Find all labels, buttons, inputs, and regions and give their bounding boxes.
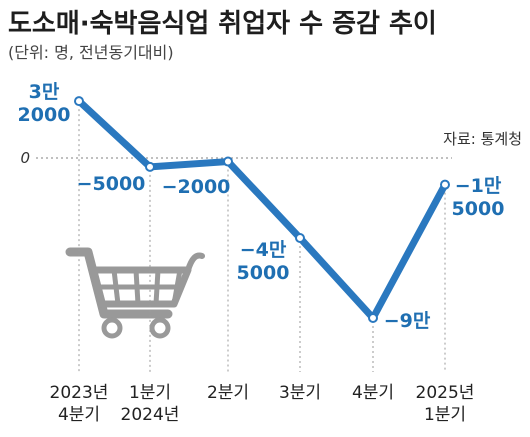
data-point: [368, 313, 378, 323]
x-tick-label: 2023년 4분기: [50, 383, 109, 425]
x-tick-label: 3분기: [279, 383, 321, 403]
data-point: [223, 156, 233, 167]
data-point: [440, 179, 450, 190]
data-label: −1만 5000: [452, 175, 505, 220]
data-label: −4만 5000: [237, 239, 290, 284]
x-tick-label: 2분기: [207, 383, 249, 403]
x-tick-label: 2025년 1분기: [416, 383, 475, 425]
data-label: 3만 2000: [18, 81, 71, 126]
x-tick-label: 4분기: [352, 383, 394, 403]
chart-title: 도소매·숙박음식업 취업자 수 증감 추이: [8, 9, 437, 39]
data-label: −2000: [162, 176, 231, 198]
data-point: [295, 233, 305, 243]
x-tick-label: 1분기 2024년: [121, 383, 180, 425]
data-point: [74, 96, 84, 107]
data-point: [145, 161, 155, 172]
chart-subtitle: (단위: 명, 전년동기대비): [8, 43, 174, 62]
data-label: −5000: [77, 173, 146, 195]
shopping-cart-icon: [65, 247, 205, 339]
data-label: −9만: [384, 310, 431, 332]
zero-label: 0: [20, 149, 30, 167]
source-note: 자료: 통계청: [443, 130, 522, 148]
series-line: [75, 97, 449, 322]
